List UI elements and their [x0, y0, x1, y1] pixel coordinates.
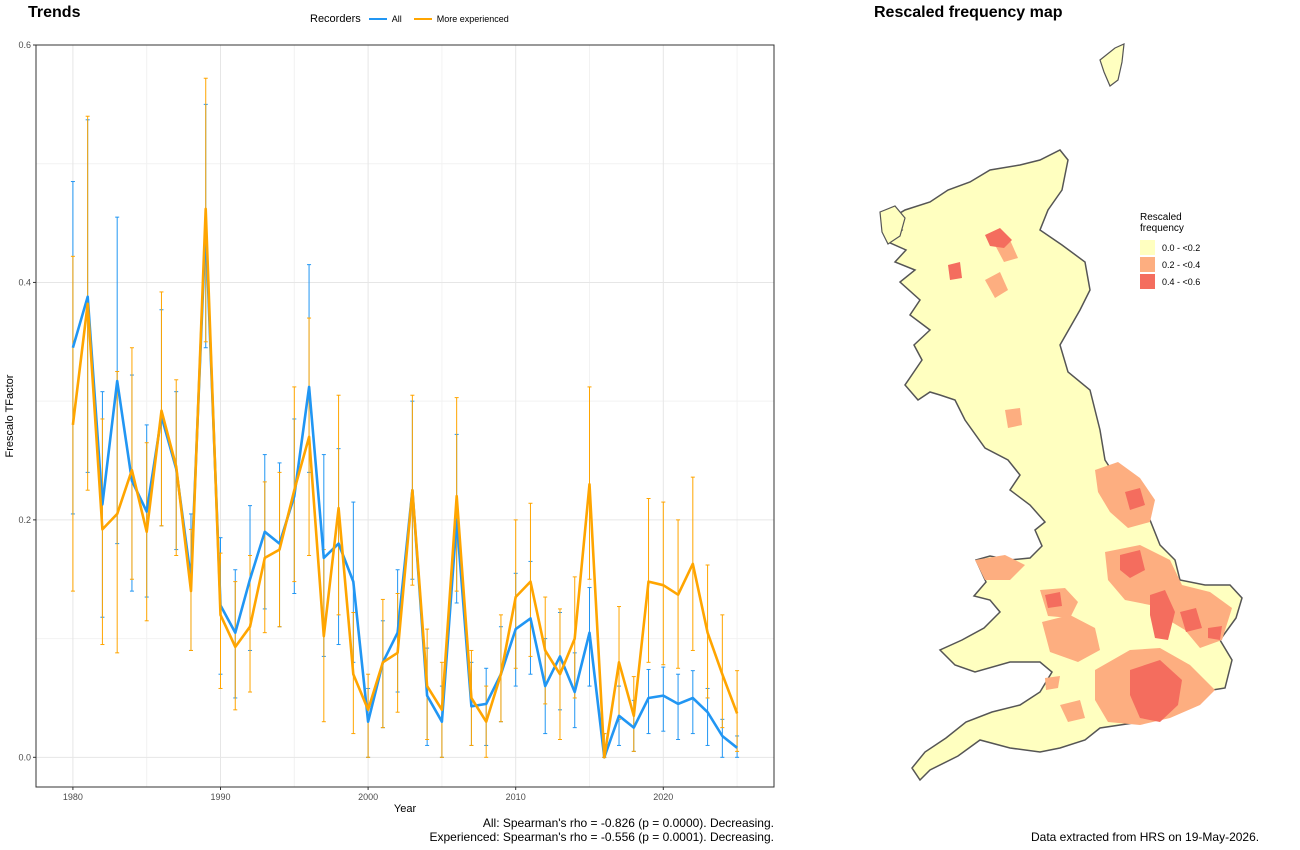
- x-tick-label: 2000: [358, 792, 378, 802]
- map-legend-title-line1: Rescaled: [1140, 212, 1182, 223]
- trend-chart: 0.0 0.2 0.4 0.6 1980 1990 2000 2010 2020 Year Fres…: [4, 40, 775, 815]
- stats-experienced: Experienced: Spearman's rho = -0.556 (p …: [429, 830, 775, 844]
- x-tick-label: 1980: [63, 792, 83, 802]
- map-legend-label: 0.2 - <0.4: [1162, 259, 1201, 270]
- y-tick-label: 0.6: [18, 40, 31, 50]
- map-legend-row: 0.4 - <0.6: [1140, 273, 1200, 290]
- x-axis-label: Year: [394, 803, 417, 815]
- y-tick-label: 0.4: [18, 277, 31, 287]
- map-islands-north: [1099, 43, 1125, 87]
- legend-title: Recorders: [310, 13, 361, 25]
- map-legend-swatch: [1140, 240, 1155, 255]
- y-tick-label: 0.2: [18, 515, 31, 525]
- recorders-legend: Recorders All More experienced: [310, 13, 521, 25]
- y-axis-label: Frescalo TFactor: [4, 374, 16, 457]
- map-legend-row: 0.0 - <0.2: [1140, 239, 1200, 256]
- plot-border: [35, 44, 775, 788]
- data-source-note: Data extracted from HRS on 19-May-2026.: [1031, 830, 1260, 844]
- map-legend: Rescaled frequency 0.0 - <0.2 0.2 - <0.4…: [1140, 212, 1200, 290]
- legend-key-all: [368, 18, 387, 20]
- map-zone-high: [948, 228, 1222, 722]
- map-legend-swatch: [1140, 274, 1155, 289]
- x-tick-label: 2020: [653, 792, 673, 802]
- map-legend-label: 0.4 - <0.6: [1162, 276, 1201, 287]
- map-islands-west: [879, 205, 906, 245]
- map-legend-swatch: [1140, 257, 1155, 272]
- uk-frequency-map: [879, 43, 1243, 782]
- map-legend-label: 0.0 - <0.2: [1162, 242, 1201, 253]
- series-line-experienced: [71, 207, 739, 759]
- legend-label-experienced: More experienced: [436, 14, 509, 24]
- y-tick-label: 0.0: [18, 752, 31, 762]
- x-tick-label: 2010: [506, 792, 526, 802]
- stats-all: All: Spearman's rho = -0.826 (p = 0.0000…: [482, 816, 774, 830]
- map-legend-row: 0.2 - <0.4: [1140, 256, 1200, 273]
- trends-title: Trends: [28, 4, 81, 21]
- map-legend-title: Rescaled frequency: [1140, 212, 1200, 234]
- legend-key-experienced: [413, 18, 432, 20]
- spearman-stats: All: Spearman's rho = -0.826 (p = 0.0000…: [430, 816, 775, 844]
- map-title: Rescaled frequency map: [874, 4, 1063, 21]
- x-tick-label: 1990: [210, 792, 230, 802]
- map-legend-title-line2: frequency: [1140, 223, 1184, 234]
- legend-label-all: All: [391, 14, 402, 24]
